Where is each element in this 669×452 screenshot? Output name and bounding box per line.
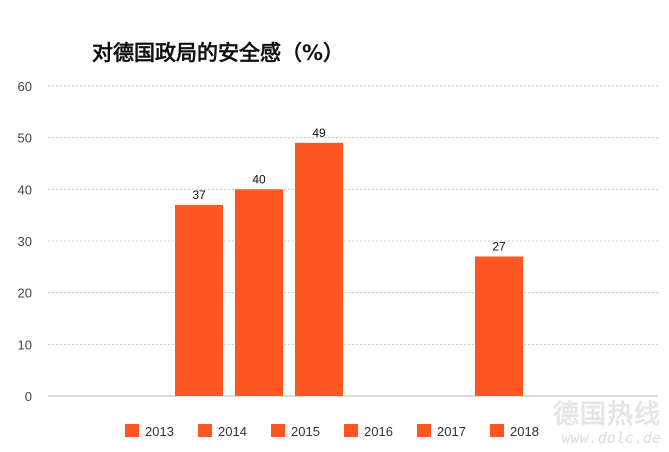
legend-label: 2013 (145, 424, 174, 439)
bar-2015 (295, 142, 343, 396)
legend-label: 2018 (510, 424, 539, 439)
data-labels: 37 40 49 27 (192, 126, 506, 254)
bar-2018 (475, 256, 523, 396)
y-tick-label: 10 (18, 337, 32, 352)
gridlines (48, 85, 658, 345)
chart-title: 对德国政局的安全感（%） (92, 41, 345, 65)
legend-label: 2015 (291, 424, 320, 439)
data-label-2013: 37 (192, 188, 206, 202)
legend-label: 2017 (437, 424, 466, 439)
legend-swatch (344, 424, 358, 437)
y-tick-label: 50 (18, 131, 32, 146)
bar-2013 (175, 204, 223, 396)
legend-swatch (490, 424, 504, 437)
y-axis: 0 10 20 30 40 50 60 (18, 79, 32, 404)
legend-label: 2016 (364, 424, 393, 439)
bar-2014 (235, 189, 283, 396)
data-label-2015: 49 (312, 126, 326, 140)
legend: 2013 2014 2015 2016 2017 2018 (125, 424, 539, 439)
data-label-2018: 27 (492, 240, 506, 254)
y-tick-label: 0 (25, 389, 32, 404)
legend-swatch (417, 424, 431, 437)
bars (175, 142, 523, 396)
y-tick-label: 30 (18, 234, 32, 249)
y-tick-label: 40 (18, 182, 32, 197)
y-tick-label: 20 (18, 286, 32, 301)
legend-swatch (271, 424, 285, 437)
data-label-2014: 40 (252, 172, 266, 186)
legend-swatch (198, 424, 212, 437)
legend-label: 2014 (218, 424, 247, 439)
y-tick-label: 60 (18, 79, 32, 94)
legend-swatch (125, 424, 139, 437)
